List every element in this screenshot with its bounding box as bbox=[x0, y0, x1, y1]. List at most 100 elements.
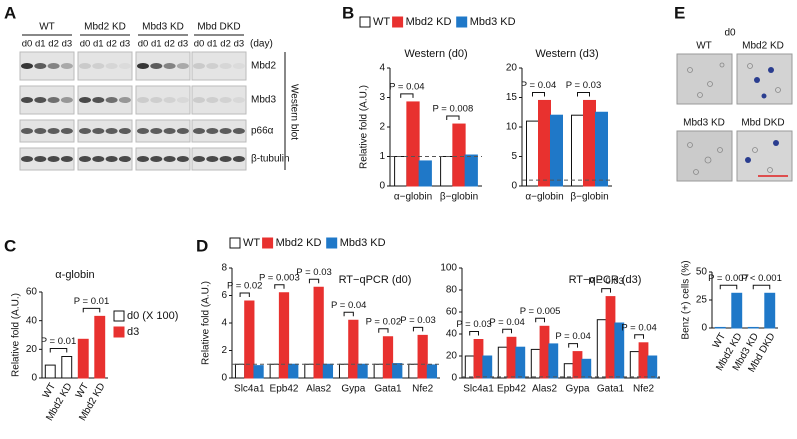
chart-title: RT−qPCR (d0) bbox=[339, 274, 412, 286]
x-tick-label: α−globin bbox=[525, 192, 563, 203]
x-tick-label: β−globin bbox=[570, 192, 608, 203]
bar bbox=[77, 338, 89, 379]
bar bbox=[94, 315, 106, 379]
blot-band bbox=[219, 97, 232, 103]
micrograph bbox=[676, 53, 733, 105]
lane-group: Mbd2 KD bbox=[84, 22, 126, 33]
blot-strip bbox=[191, 119, 247, 143]
day-label: d3 bbox=[62, 39, 73, 50]
blot-band bbox=[219, 128, 232, 134]
p-value: P = 0.04 bbox=[389, 81, 424, 92]
bracket bbox=[400, 93, 414, 98]
chart-title: α-globin bbox=[55, 269, 94, 281]
p-value: P = 0.003 bbox=[259, 272, 300, 283]
panel-letter: A bbox=[4, 3, 16, 22]
blot-strip bbox=[135, 147, 191, 171]
bar bbox=[526, 120, 539, 187]
blot-band bbox=[21, 156, 33, 162]
blot-band bbox=[21, 63, 33, 69]
blot-strip bbox=[19, 119, 75, 143]
y-tick-label: 5 bbox=[511, 151, 517, 162]
blot-band bbox=[92, 128, 105, 134]
blot-strip bbox=[77, 119, 133, 143]
blot-strip bbox=[19, 147, 75, 171]
blot-band bbox=[60, 156, 73, 162]
x-tick-label: Gata1 bbox=[374, 384, 402, 395]
blot-band bbox=[60, 97, 73, 103]
x-tick-label: α−globin bbox=[394, 192, 432, 203]
blot-band bbox=[79, 97, 91, 103]
blot-band bbox=[176, 63, 189, 69]
blot-band bbox=[193, 156, 205, 162]
day-label: d2 bbox=[106, 39, 117, 50]
bar bbox=[426, 364, 438, 379]
p-value: P = 0.007 bbox=[708, 273, 749, 284]
blot-band bbox=[47, 156, 60, 162]
blot-band bbox=[21, 97, 33, 103]
bar bbox=[288, 363, 299, 379]
p-value: P = 0.03 bbox=[588, 276, 623, 287]
blot-band bbox=[34, 156, 47, 162]
micrograph bbox=[736, 130, 793, 182]
bar bbox=[348, 319, 359, 379]
x-tick-label: Slc4a1 bbox=[234, 384, 265, 395]
bar bbox=[747, 326, 759, 329]
blot-strip bbox=[191, 51, 247, 81]
p-value: P = 0.01 bbox=[41, 336, 76, 347]
bar bbox=[714, 326, 726, 329]
y-tick-label: 25 bbox=[696, 295, 708, 306]
bracket bbox=[752, 284, 771, 290]
y-tick-label: 60 bbox=[446, 307, 458, 318]
x-tick-label: Slc4a1 bbox=[463, 384, 494, 395]
blot-band bbox=[193, 97, 205, 103]
blot-band bbox=[105, 97, 118, 103]
day-label: d1 bbox=[151, 39, 162, 50]
blot-band bbox=[118, 97, 131, 103]
x-tick-label: β−globin bbox=[440, 192, 478, 203]
bar bbox=[515, 346, 526, 379]
bar bbox=[629, 351, 640, 379]
y-tick-label: 3 bbox=[379, 92, 385, 103]
micrograph-title: d0 bbox=[724, 28, 736, 39]
y-tick-label: 50 bbox=[696, 267, 708, 278]
blot-band bbox=[34, 128, 47, 134]
bracket bbox=[343, 311, 354, 317]
blot-band bbox=[163, 63, 176, 69]
legend-label: WT bbox=[243, 237, 260, 249]
p-value: P = 0.04 bbox=[521, 80, 556, 91]
protein-label: Mbd2 bbox=[251, 61, 276, 72]
bar bbox=[382, 336, 394, 379]
bracket bbox=[568, 343, 578, 348]
panel-letter: C bbox=[4, 236, 16, 255]
micrograph-label: Mbd DKD bbox=[741, 118, 784, 129]
y-tick-label: 60 bbox=[26, 287, 38, 298]
y-tick-label: 4 bbox=[379, 63, 385, 74]
p-value: P = 0.04 bbox=[555, 331, 590, 342]
bar bbox=[647, 355, 658, 379]
bar bbox=[440, 156, 454, 187]
y-tick-label: 20 bbox=[506, 63, 518, 74]
blot-band bbox=[118, 128, 131, 134]
blot-band bbox=[47, 97, 60, 103]
y-axis-label: Benz (+) cells (%) bbox=[681, 260, 692, 339]
legend-label: Mbd3 KD bbox=[340, 237, 386, 249]
blot-strip bbox=[191, 85, 247, 115]
y-tick-label: 80 bbox=[446, 285, 458, 296]
blot-band bbox=[118, 63, 131, 69]
blot-strip bbox=[191, 147, 247, 171]
bar bbox=[581, 358, 592, 379]
bracket bbox=[378, 328, 389, 333]
bar bbox=[530, 348, 541, 379]
panel-letter: E bbox=[674, 3, 685, 22]
p-value: P = 0.03 bbox=[296, 267, 331, 278]
x-tick-label: Alas2 bbox=[532, 384, 557, 395]
bar bbox=[278, 292, 290, 379]
micrograph-label: Mbd3 KD bbox=[683, 118, 725, 129]
panel-letter: B bbox=[342, 3, 354, 22]
blot-band bbox=[92, 156, 105, 162]
bar bbox=[538, 99, 551, 187]
p-value: P = 0.04 bbox=[331, 300, 366, 311]
p-value: P = 0.03 bbox=[400, 315, 435, 326]
bar bbox=[731, 292, 743, 329]
blot-band bbox=[232, 128, 245, 134]
